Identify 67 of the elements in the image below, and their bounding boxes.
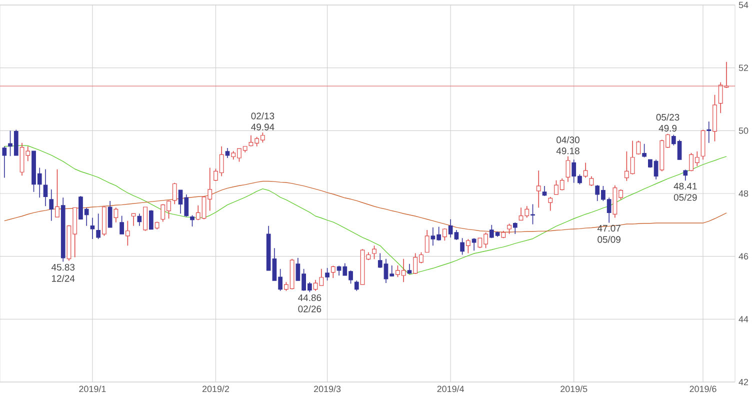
annotation: 05/09 [598,236,620,243]
candlestick [2,146,7,178]
candlestick [407,263,412,274]
candlestick [566,156,570,182]
x-tick-label: 2019/4 [437,386,464,392]
candlestick [108,200,112,228]
candlestick [583,162,588,178]
candlestick [43,168,48,206]
candlestick [49,189,54,222]
annotation: 05/29 [674,194,697,201]
y-tick-label: 52 [738,64,748,72]
x-tick-label: 2019/6 [690,386,716,392]
candlestick [372,245,376,260]
x-tick-label: 2019/3 [314,386,341,392]
annotation: 12/24 [52,274,75,282]
x-tick-label: 2019/1 [79,386,106,392]
annotation: 02/26 [298,305,322,312]
candlestick [55,168,60,218]
candlestick [507,223,512,234]
candlestick [536,170,541,208]
candlestick [148,210,154,230]
annotation: 44.86 [298,294,322,302]
candlestick [190,214,194,227]
candlestick [466,238,470,254]
y-tick-label: 44 [738,316,748,322]
annotation: 47.07 [597,224,620,232]
candlestick [460,238,464,256]
candlestick [542,186,547,196]
candlestick [90,217,95,240]
candlestick [126,220,130,246]
candlestick [325,268,330,281]
annotation: 49.9 [658,124,677,132]
candlestick [424,230,430,253]
candlestick [683,169,688,182]
annotation: 49.94 [251,124,274,130]
y-tick-label: 42 [738,378,748,386]
candlestick [137,213,142,226]
x-tick-label: 2019/5 [560,386,588,392]
candlestick [143,206,148,232]
candlestick [120,215,124,234]
y-tick-label: 54 [738,2,748,8]
x-tick-label: 2019/2 [202,386,229,392]
candlestick [330,265,336,278]
y-tick-label: 48 [738,190,748,197]
candlestick [548,196,553,212]
candlestick [636,140,641,155]
candlestick [589,176,594,186]
candlestick [354,280,359,292]
candlestick [442,228,447,242]
candlestick [131,213,136,226]
candlestick [472,238,476,252]
annotation: 45.83 [51,264,75,271]
annotation: 49.18 [556,148,580,154]
candlestick [172,182,177,205]
annotation: 04/30 [556,136,580,144]
candlestick [225,148,230,158]
candlestick [114,207,118,223]
annotation: 05/23 [656,114,680,121]
candlestick [530,204,535,225]
candlestick [96,213,101,240]
candlestick [642,143,646,158]
annotation: 48.41 [674,182,697,190]
y-tick-label: 50 [738,127,748,134]
candlestick [706,121,712,144]
annotation: 02/13 [251,112,274,120]
candlestick [512,222,518,234]
y-tick-label: 46 [738,253,748,260]
